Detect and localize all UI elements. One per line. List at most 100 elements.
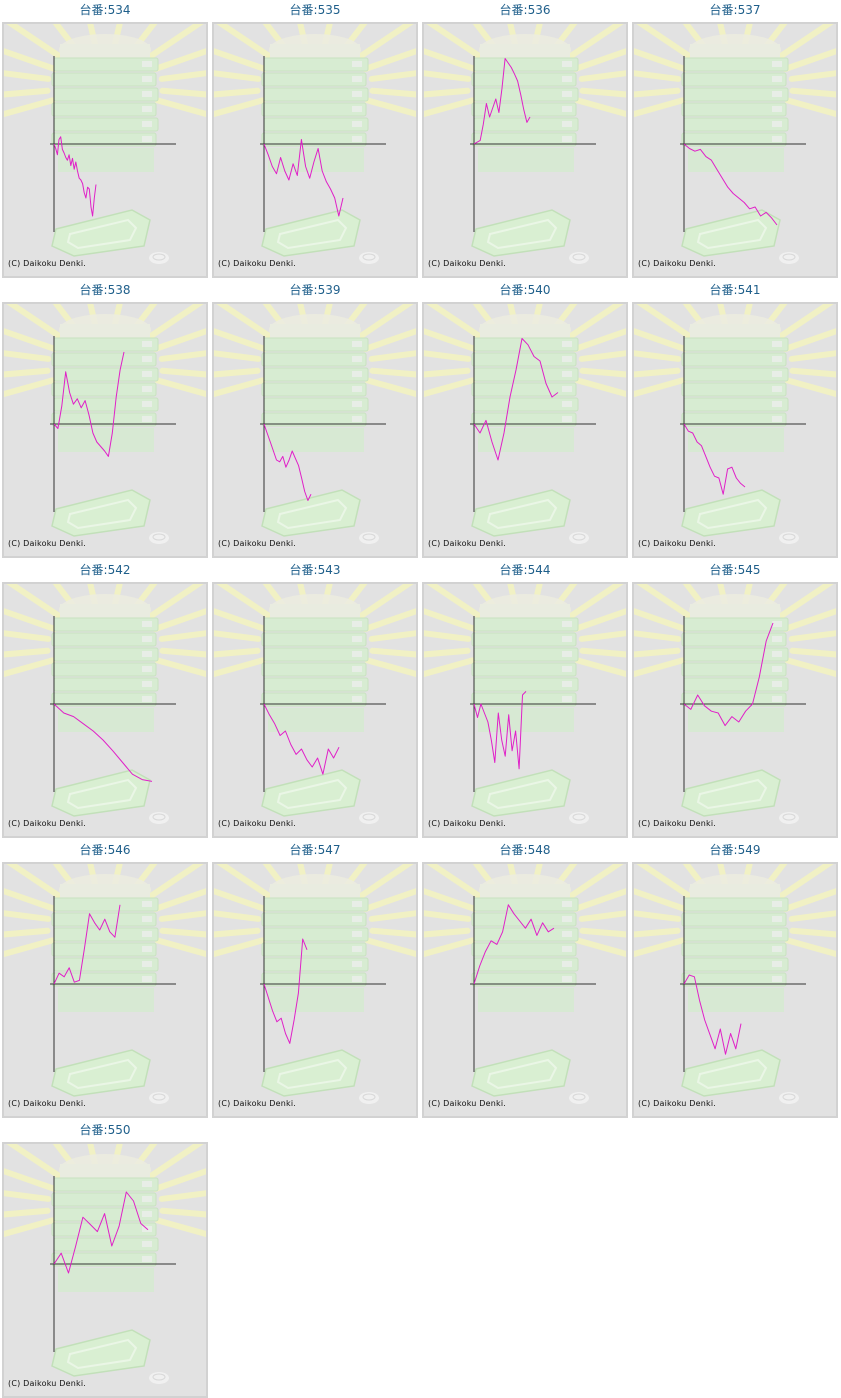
payout-series-line — [683, 143, 778, 226]
machine-illustration — [4, 304, 206, 544]
label-separator: : — [103, 3, 108, 17]
machine-number: 549 — [737, 843, 761, 857]
machine-number-link[interactable]: 台番:543 — [212, 560, 418, 580]
payout-series-line — [473, 904, 555, 985]
payout-series-line — [53, 904, 121, 985]
payout-series-line — [53, 351, 125, 457]
payout-series-line — [683, 622, 774, 727]
machine-number-link[interactable]: 台番:544 — [422, 560, 628, 580]
machine-number-link[interactable]: 台番:535 — [212, 0, 418, 20]
slump-graph[interactable]: (C) Daikoku Denki. — [2, 22, 208, 278]
graph-canvas — [424, 24, 626, 264]
machine-number-link[interactable]: 台番:536 — [422, 0, 628, 20]
machine-number-link[interactable]: 台番:542 — [2, 560, 208, 580]
machine-prefix: 台番 — [79, 563, 104, 577]
machine-number-link[interactable]: 台番:550 — [2, 1120, 208, 1140]
machine-number-link[interactable]: 台番:537 — [632, 0, 838, 20]
machine-number-link[interactable]: 台番:546 — [2, 840, 208, 860]
machine-number-link[interactable]: 台番:547 — [212, 840, 418, 860]
machine-number-link[interactable]: 台番:548 — [422, 840, 628, 860]
slump-graph[interactable]: (C) Daikoku Denki. — [2, 1142, 208, 1398]
copyright-text: (C) Daikoku Denki. — [638, 1099, 717, 1108]
copyright-text: (C) Daikoku Denki. — [8, 819, 87, 828]
label-separator: : — [103, 1123, 108, 1137]
label-separator: : — [103, 283, 108, 297]
machine-prefix: 台番 — [289, 3, 314, 17]
machine-prefix: 台番 — [499, 843, 524, 857]
graph-canvas — [4, 24, 206, 264]
payout-series-line — [263, 938, 308, 1044]
payout-series-line — [263, 703, 340, 775]
graph-canvas — [424, 864, 626, 1104]
machine-number-link[interactable]: 台番:534 — [2, 0, 208, 20]
slump-graph[interactable]: (C) Daikoku Denki. — [632, 862, 838, 1118]
machine-illustration — [634, 24, 836, 264]
payout-series-line — [473, 691, 527, 770]
copyright-text: (C) Daikoku Denki. — [428, 259, 507, 268]
slump-graph[interactable]: (C) Daikoku Denki. — [632, 302, 838, 558]
machine-number-link[interactable]: 台番:545 — [632, 560, 838, 580]
copyright-text: (C) Daikoku Denki. — [218, 259, 297, 268]
machine-illustration — [424, 24, 626, 264]
machine-number-link[interactable]: 台番:538 — [2, 280, 208, 300]
machine-number-link[interactable]: 台番:549 — [632, 840, 838, 860]
machine-number: 541 — [737, 283, 761, 297]
machine-illustration — [634, 304, 836, 544]
machine-prefix: 台番 — [499, 283, 524, 297]
slump-graph[interactable]: (C) Daikoku Denki. — [212, 22, 418, 278]
label-separator: : — [523, 283, 528, 297]
copyright-text: (C) Daikoku Denki. — [218, 539, 297, 548]
graph-canvas — [424, 584, 626, 824]
machine-number: 546 — [107, 843, 131, 857]
label-separator: : — [733, 283, 738, 297]
machine-illustration — [634, 584, 836, 824]
graph-canvas — [634, 584, 836, 824]
slump-graph[interactable]: (C) Daikoku Denki. — [422, 22, 628, 278]
label-separator: : — [313, 843, 318, 857]
copyright-text: (C) Daikoku Denki. — [8, 1099, 87, 1108]
label-separator: : — [523, 843, 528, 857]
payout-series-line — [473, 338, 559, 461]
slump-graph[interactable]: (C) Daikoku Denki. — [2, 302, 208, 558]
slump-graph[interactable]: (C) Daikoku Denki. — [422, 862, 628, 1118]
slump-graph[interactable]: (C) Daikoku Denki. — [632, 22, 838, 278]
copyright-text: (C) Daikoku Denki. — [218, 819, 297, 828]
copyright-text: (C) Daikoku Denki. — [428, 819, 507, 828]
copyright-text: (C) Daikoku Denki. — [8, 539, 87, 548]
payout-series-line — [263, 423, 312, 501]
slump-graph[interactable]: (C) Daikoku Denki. — [632, 582, 838, 838]
machine-prefix: 台番 — [289, 843, 314, 857]
copyright-text: (C) Daikoku Denki. — [218, 1099, 297, 1108]
label-separator: : — [523, 563, 528, 577]
label-separator: : — [733, 563, 738, 577]
machine-prefix: 台番 — [499, 563, 524, 577]
machine-number: 544 — [527, 563, 551, 577]
machine-number-link[interactable]: 台番:540 — [422, 280, 628, 300]
machine-number: 536 — [527, 3, 551, 17]
machine-number: 548 — [527, 843, 551, 857]
slump-graph[interactable]: (C) Daikoku Denki. — [2, 582, 208, 838]
machine-number-link[interactable]: 台番:539 — [212, 280, 418, 300]
payout-series-line — [683, 423, 746, 495]
label-separator: : — [733, 3, 738, 17]
slump-graph[interactable]: (C) Daikoku Denki. — [422, 582, 628, 838]
slump-graph[interactable]: (C) Daikoku Denki. — [212, 302, 418, 558]
slump-graph[interactable]: (C) Daikoku Denki. — [212, 862, 418, 1118]
payout-series-line — [473, 58, 531, 145]
machine-prefix: 台番 — [289, 283, 314, 297]
machine-number-link[interactable]: 台番:541 — [632, 280, 838, 300]
graph-canvas — [214, 584, 416, 824]
machine-illustration — [424, 304, 626, 544]
slump-graph[interactable]: (C) Daikoku Denki. — [212, 582, 418, 838]
copyright-text: (C) Daikoku Denki. — [8, 259, 87, 268]
machine-illustration — [4, 1144, 206, 1384]
label-separator: : — [313, 3, 318, 17]
machine-prefix: 台番 — [499, 3, 524, 17]
label-separator: : — [523, 3, 528, 17]
graph-canvas — [634, 304, 836, 544]
slump-graph[interactable]: (C) Daikoku Denki. — [2, 862, 208, 1118]
slump-graph[interactable]: (C) Daikoku Denki. — [422, 302, 628, 558]
machine-prefix: 台番 — [709, 563, 734, 577]
machine-number: 535 — [317, 3, 341, 17]
machine-prefix: 台番 — [709, 283, 734, 297]
